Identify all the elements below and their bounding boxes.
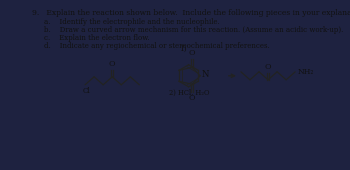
Text: O: O xyxy=(109,60,116,68)
Text: b.    Draw a curved arrow mechanism for this reaction. (Assume an acidic work-up: b. Draw a curved arrow mechanism for thi… xyxy=(44,26,343,34)
Text: 2) HCl, H₂O: 2) HCl, H₂O xyxy=(168,89,209,97)
Text: O: O xyxy=(189,94,195,102)
Text: O: O xyxy=(265,63,271,71)
Text: a.    Identify the electrophile and the nucleophile.: a. Identify the electrophile and the nuc… xyxy=(44,18,219,26)
Text: 1): 1) xyxy=(178,45,186,53)
Text: O: O xyxy=(189,49,195,57)
Text: NH₂: NH₂ xyxy=(297,68,314,76)
Text: 9.   Explain the reaction shown below.  Include the following pieces in your exp: 9. Explain the reaction shown below. Inc… xyxy=(32,9,350,17)
Text: c.    Explain the electron flow.: c. Explain the electron flow. xyxy=(44,34,149,42)
Text: d.    Indicate any regiochemical or stereochemical preferences.: d. Indicate any regiochemical or stereoc… xyxy=(44,42,270,50)
Text: N: N xyxy=(201,70,209,79)
Text: Cl: Cl xyxy=(83,87,91,95)
